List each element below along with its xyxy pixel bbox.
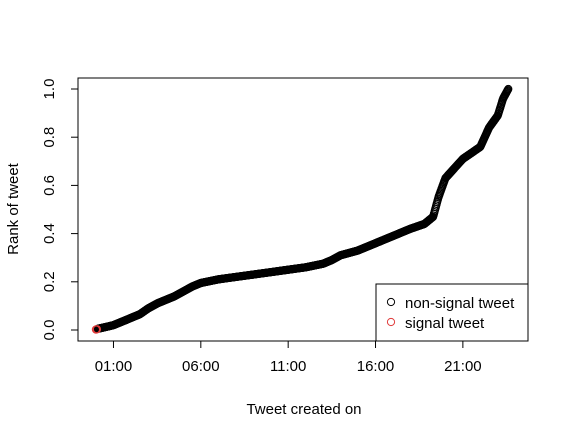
y-tick-label: 1.0 <box>41 79 58 100</box>
y-tick-label: 0.8 <box>41 127 58 148</box>
legend-marker-signal <box>386 317 396 327</box>
signal-points <box>91 325 102 334</box>
signal-point <box>92 325 102 334</box>
y-tick-label: 0.4 <box>41 223 58 244</box>
x-axis-label: Tweet created on <box>246 401 361 418</box>
y-tick-label: 0.2 <box>41 271 58 292</box>
x-tick-label: 11:00 <box>270 358 306 375</box>
legend-label-nonsignal: non-signal tweet <box>405 295 515 312</box>
y-axis-label: Rank of tweet <box>5 162 22 255</box>
x-tick-label: 06:00 <box>182 358 220 375</box>
x-axis: 01:00 06:00 11:00 16:00 21:00 <box>95 340 482 375</box>
x-tick-label: 01:00 <box>95 358 133 375</box>
nonsignal-points <box>93 84 513 333</box>
y-tick-label: 0.0 <box>41 320 58 341</box>
x-tick-label: 16:00 <box>357 358 395 375</box>
y-tick-label: 0.6 <box>41 175 58 196</box>
legend-box <box>375 283 529 342</box>
legend-label-signal: signal tweet <box>405 315 485 332</box>
legend: non-signal tweet signal tweet <box>375 283 529 342</box>
legend-marker-nonsignal <box>386 297 396 307</box>
y-axis: 0.0 0.2 0.4 0.6 0.8 1.0 <box>41 79 79 341</box>
x-tick-label: 21:00 <box>444 358 482 375</box>
nonsignal-point <box>504 84 513 94</box>
